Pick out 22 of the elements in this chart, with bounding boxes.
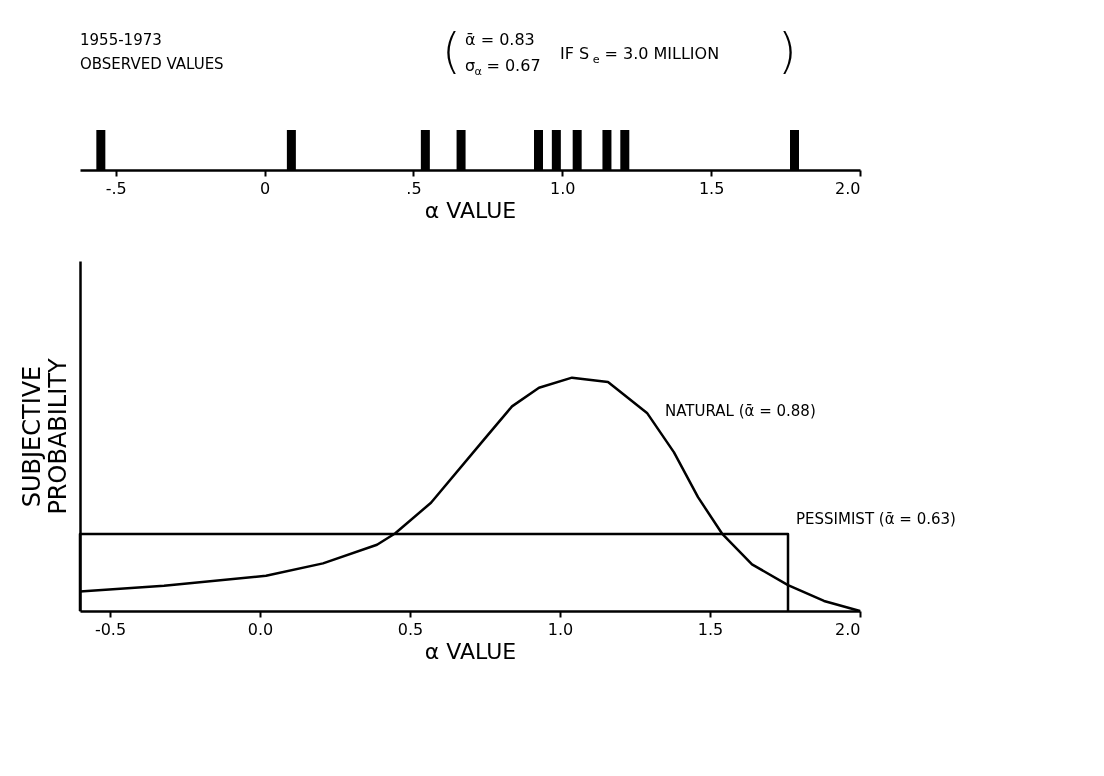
x-tick-label: 1.0	[547, 619, 574, 639]
x-tick-label: 1.0	[550, 178, 576, 198]
series-label: PESSIMIST (ᾱ = 0.63)	[796, 510, 956, 528]
x-tick-label: 0.5	[397, 619, 424, 639]
text: ᾱ = 0.83	[465, 30, 535, 49]
text: )	[778, 23, 797, 79]
x-tick-label: .5	[406, 178, 422, 198]
x-tick-label: 0	[259, 178, 271, 198]
x-tick-label: -.5	[105, 178, 127, 198]
x-tick-label: 0.0	[247, 619, 274, 639]
x-tick-label: -0.5	[94, 619, 127, 639]
text: OBSERVED VALUES	[80, 55, 224, 73]
y-axis-title: SUBJECTIVE PROBABILITY	[17, 358, 72, 515]
x-tick-label: 2.0	[835, 619, 861, 639]
x-axis-title: α VALUE	[424, 197, 517, 223]
x-tick-label: 2.0	[835, 178, 861, 198]
x-tick-label: 1.5	[698, 178, 725, 198]
x-tick-label: 1.5	[697, 619, 724, 639]
text: 1955-1973	[80, 31, 162, 49]
series-label: NATURAL (ᾱ = 0.88)	[665, 402, 816, 420]
x-axis-title: α VALUE	[424, 638, 517, 664]
text: (	[442, 23, 461, 79]
